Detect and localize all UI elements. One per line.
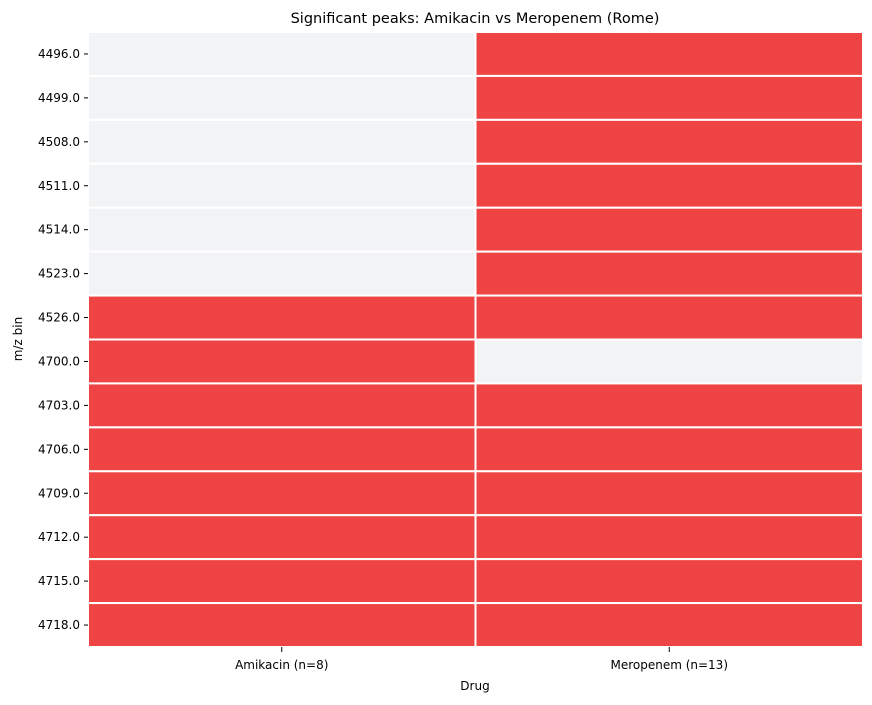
y-tick-label: 4718.0 [38,618,80,632]
heatmap-cell [87,118,477,165]
heatmap-cell [474,338,864,385]
heatmap-cell [87,558,477,605]
heatmap-cell [87,294,477,341]
y-tick-label: 4703.0 [38,398,80,412]
y-tick-label: 4511.0 [38,179,80,193]
heatmap-cell [87,470,477,517]
heatmap-cell [87,162,477,209]
y-tick-label: 4508.0 [38,135,80,149]
y-tick-label: 4496.0 [38,47,80,61]
y-tick-label: 4700.0 [38,354,80,368]
heatmap-cell [87,31,477,77]
heatmap-cell [474,206,864,253]
heatmap-cell [87,514,477,561]
heatmap-cell [474,118,864,165]
x-axis: Amikacin (n=8) Meropenem (n=13) [235,647,728,672]
y-tick-label: 4706.0 [38,442,80,456]
heatmap-cell [87,250,477,297]
heatmap-cell [474,426,864,473]
heatmap-cell [474,162,864,209]
y-tick-label: 4712.0 [38,530,80,544]
x-axis-label: Drug [460,679,489,693]
heatmap-cell [87,426,477,473]
heatmap-cell [474,602,864,648]
heatmap-cell [474,382,864,429]
y-axis-label: m/z bin [11,317,25,361]
heatmap-cell [474,74,864,121]
y-axis: 4496.0 4499.0 4508.0 4511.0 4514.0 4523.0 4526… [38,47,88,632]
x-tick-label: Amikacin (n=8) [235,658,328,672]
y-tick-label: 4526.0 [38,311,80,325]
heatmap-cell [87,338,477,385]
heatmap-cell [474,470,864,517]
heatmap-cell [474,294,864,341]
heatmap-cell [474,250,864,297]
y-tick-label: 4715.0 [38,574,80,588]
heatmap-cell [474,31,864,77]
x-tick-label: Meropenem (n=13) [610,658,728,672]
chart-title: Significant peaks: Amikacin vs Meropenem… [291,11,660,27]
y-tick-label: 4709.0 [38,486,80,500]
heatmap-cells [87,31,864,648]
heatmap-cell [87,74,477,121]
heatmap-cell [87,206,477,253]
heatmap-cell [474,514,864,561]
heatmap-cell [474,558,864,605]
heatmap-cell [87,602,477,648]
y-tick-label: 4523.0 [38,267,80,281]
y-tick-label: 4514.0 [38,223,80,237]
y-tick-label: 4499.0 [38,91,80,105]
heatmap-cell [87,382,477,429]
